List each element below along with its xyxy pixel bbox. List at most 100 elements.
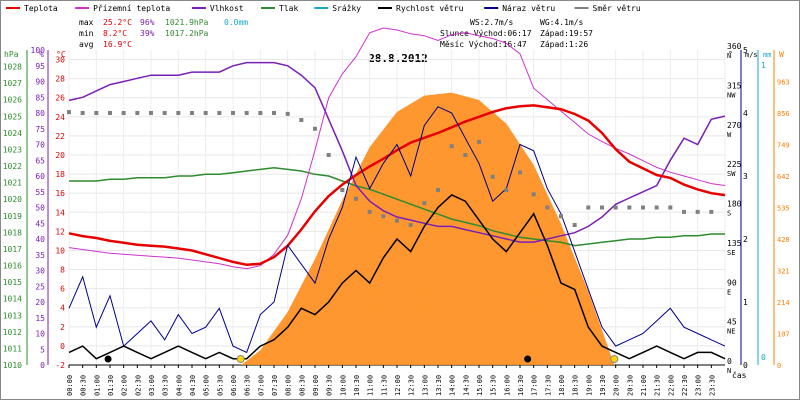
series-temperature — [68, 104, 726, 267]
tick-time: 08:00 — [285, 375, 293, 396]
tick-humidity: 70 — [35, 141, 45, 150]
tick-wind: 1 — [743, 298, 748, 307]
tick-time: 07:00 — [257, 375, 265, 396]
tick-time: 03:00 — [148, 375, 156, 396]
tick-pressure: 1014 — [3, 295, 22, 304]
stat-max-label: max — [79, 18, 94, 27]
wind-direction-point — [600, 205, 604, 210]
tick-time: 16:30 — [517, 375, 525, 396]
wind-direction-point — [80, 111, 85, 115]
wind-direction-point — [586, 205, 591, 210]
tick-direction-name: S — [727, 210, 731, 218]
tick-humidity: 75 — [35, 125, 45, 134]
tick-solar: 749 — [777, 142, 790, 150]
tick-direction: 180 — [727, 200, 742, 209]
tick-pressure: 1023 — [3, 145, 22, 154]
wind-direction-point — [559, 214, 563, 219]
tick-time: 05:30 — [216, 375, 224, 396]
tick-time: 00:30 — [80, 375, 88, 396]
tick-solar: 321 — [777, 268, 790, 276]
wind-direction-point — [572, 223, 577, 227]
tick-humidity: 5 — [40, 345, 45, 354]
wind-direction-point — [340, 188, 345, 192]
tick-time: 10:00 — [339, 375, 347, 396]
wind-direction-point — [518, 170, 522, 175]
wind-direction-point — [354, 196, 358, 201]
tick-pressure: 1017 — [3, 245, 22, 254]
tick-pressure: 1010 — [3, 361, 22, 370]
legend-label: Přízemní teplota — [93, 4, 170, 13]
tick-time: 02:00 — [121, 375, 129, 396]
tick-direction-name: N — [727, 52, 731, 60]
tick-direction: 0 — [727, 357, 732, 366]
tick-humidity: 30 — [35, 267, 45, 276]
tick-direction: 45 — [727, 318, 737, 327]
tick-pressure: 1025 — [3, 112, 22, 121]
legend-label: Směr větru — [593, 4, 641, 13]
stat-min-hum: 39% — [140, 29, 155, 38]
tick-temp: 14 — [55, 208, 65, 217]
tick-time: 01:00 — [93, 375, 101, 396]
tick-temp: 0 — [60, 342, 65, 351]
wind-direction-point — [436, 188, 440, 192]
stat-max-temp: 25.2°C — [103, 18, 132, 27]
wind-direction-point — [381, 214, 386, 219]
unit-percent: % — [39, 50, 44, 59]
tick-time: 12:00 — [394, 375, 402, 396]
tick-time: 12:30 — [408, 375, 416, 396]
unit-w: W — [779, 50, 784, 59]
tick-time: 17:30 — [544, 375, 552, 396]
tick-direction-name: SW — [727, 170, 736, 178]
tick-time: 19:30 — [599, 375, 607, 396]
stat-max-press: 1021.9hPa — [165, 18, 209, 27]
wind-direction-point — [108, 111, 112, 115]
tick-time: 04:00 — [175, 375, 183, 396]
unit-time: čas — [732, 370, 747, 380]
wind-direction-point — [477, 139, 481, 144]
info-sun-set: Západ:19:57 — [540, 29, 593, 38]
tick-temp: 4 — [60, 304, 65, 313]
wind-direction-point — [244, 111, 249, 115]
wind-direction-point — [709, 209, 714, 214]
tick-time: 11:00 — [367, 375, 375, 396]
tick-humidity: 40 — [35, 235, 45, 244]
tick-time: 15:30 — [490, 375, 498, 396]
tick-pressure: 1011 — [3, 344, 22, 353]
tick-time: 09:00 — [312, 375, 320, 396]
tick-time: 20:30 — [626, 375, 634, 396]
tick-solar: 963 — [777, 79, 790, 87]
tick-time: 18:30 — [572, 375, 580, 396]
tick-time: 15:00 — [476, 375, 484, 396]
tick-wind: 2 — [743, 235, 748, 244]
unit-ms: m/s — [745, 51, 758, 59]
tick-time: 16:00 — [503, 375, 511, 396]
tick-humidity: 50 — [35, 204, 45, 213]
tick-humidity: 25 — [35, 282, 45, 291]
tick-temp: 20 — [55, 151, 65, 160]
unit-mm: mm — [763, 51, 771, 59]
tick-rain: 1 — [761, 61, 766, 70]
legend-label: Tlak — [279, 4, 298, 13]
tick-time: 05:00 — [203, 375, 211, 396]
wind-direction-point — [627, 205, 632, 210]
tick-direction-name: NE — [727, 328, 735, 336]
tick-direction: 225 — [727, 160, 742, 169]
tick-solar: 214 — [777, 299, 790, 307]
wind-direction-point — [490, 174, 495, 179]
wind-direction-point — [408, 223, 413, 227]
tick-direction: 270 — [727, 121, 742, 130]
stat-min-press: 1017.2hPa — [165, 29, 209, 38]
tick-temp: 24 — [55, 113, 65, 122]
tick-pressure: 1015 — [3, 278, 22, 287]
wind-direction-point — [217, 111, 222, 115]
wind-direction-point — [258, 111, 263, 115]
wind-direction-point — [203, 111, 208, 115]
wind-direction-point — [449, 144, 454, 149]
wind-direction-point — [504, 188, 509, 192]
wind-direction-point — [313, 126, 317, 131]
sunset-marker — [610, 355, 619, 363]
tick-direction-name: W — [727, 131, 732, 139]
tick-time: 02:30 — [134, 375, 142, 396]
tick-time: 17:00 — [531, 375, 539, 396]
